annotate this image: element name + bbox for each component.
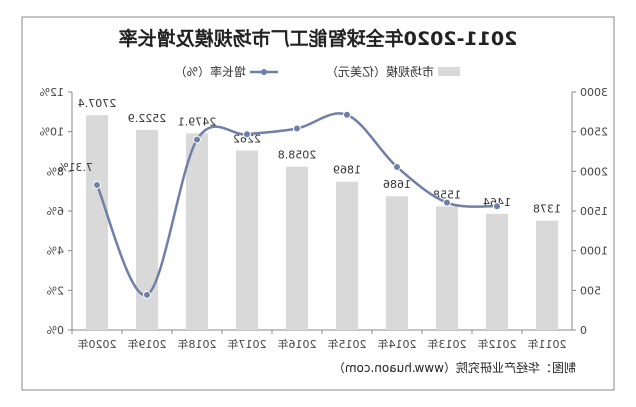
growth-rate-point <box>393 162 401 171</box>
x-tick-label: 2020年 <box>78 337 117 351</box>
bar-data-label: 2058.8 <box>278 149 317 162</box>
left-tick-label: 3000 <box>580 86 608 99</box>
legend-line-label: 增长率（%） <box>175 64 246 79</box>
right-tick-label: 4% <box>47 245 64 258</box>
right-tick-label: 10% <box>40 126 64 139</box>
right-tick-label: 6% <box>47 205 64 218</box>
bar <box>436 206 458 330</box>
right-tick-label: 0% <box>47 324 64 337</box>
bar <box>186 133 208 330</box>
left-tick-label: 1000 <box>580 245 608 258</box>
growth-rate-point <box>93 181 101 190</box>
x-tick-label: 2019年 <box>128 337 167 351</box>
growth-rate-label: 7.31% <box>58 161 93 174</box>
chart-title: 2011-2020年全球智能工厂市场规模及增长率 <box>119 27 518 50</box>
bar-data-label: 2262 <box>233 133 261 146</box>
bar <box>286 166 308 330</box>
bar <box>336 181 358 330</box>
legend: 市场规模（亿美元） 增长率（%） <box>175 64 460 79</box>
right-tick-label: 2% <box>47 284 64 297</box>
left-tick-label: 500 <box>580 284 601 297</box>
legend-bar-label: 市场规模（亿美元） <box>326 64 434 79</box>
bar <box>486 213 508 330</box>
bar <box>536 220 558 330</box>
left-tick-label: 0 <box>580 324 587 337</box>
x-tick-label: 2016年 <box>278 337 317 351</box>
bar-data-label: 1869 <box>333 164 361 177</box>
bar <box>386 196 408 330</box>
bar <box>236 150 258 330</box>
growth-rate-point <box>193 135 201 144</box>
bar-data-label: 1378 <box>533 203 561 216</box>
right-tick-label: 8% <box>47 165 64 178</box>
x-tick-label: 2014年 <box>378 337 417 351</box>
growth-rate-point <box>143 290 151 299</box>
bar-data-label: 1686 <box>383 178 411 191</box>
source-note: 制图：华经产业研究院（www.huaon.com） <box>333 360 576 375</box>
bar-data-label: 2479.1 <box>178 115 217 128</box>
x-tick-label: 2017年 <box>228 337 267 351</box>
legend-bar-swatch <box>438 67 460 76</box>
growth-rate-point <box>293 124 301 133</box>
left-tick-label: 1500 <box>580 205 608 218</box>
right-tick-label: 12% <box>40 86 64 99</box>
x-tick-label: 2018年 <box>178 337 217 351</box>
x-tick-label: 2012年 <box>478 337 517 351</box>
bar-data-label: 2707.4 <box>78 97 117 110</box>
left-tick-label: 2500 <box>580 126 608 139</box>
x-tick-label: 2011年 <box>528 337 567 351</box>
bar <box>86 115 108 330</box>
bar-data-label: 2522.9 <box>128 112 167 125</box>
chart-frame <box>21 16 615 391</box>
left-tick-label: 2000 <box>580 165 608 178</box>
growth-rate-point <box>243 130 251 139</box>
bar <box>136 129 158 330</box>
growth-rate-point <box>443 198 451 207</box>
growth-rate-point <box>493 202 501 211</box>
legend-line-marker <box>261 69 267 75</box>
x-tick-label: 2015年 <box>328 337 367 351</box>
x-tick-label: 2013年 <box>428 337 467 351</box>
growth-rate-point <box>343 110 351 119</box>
